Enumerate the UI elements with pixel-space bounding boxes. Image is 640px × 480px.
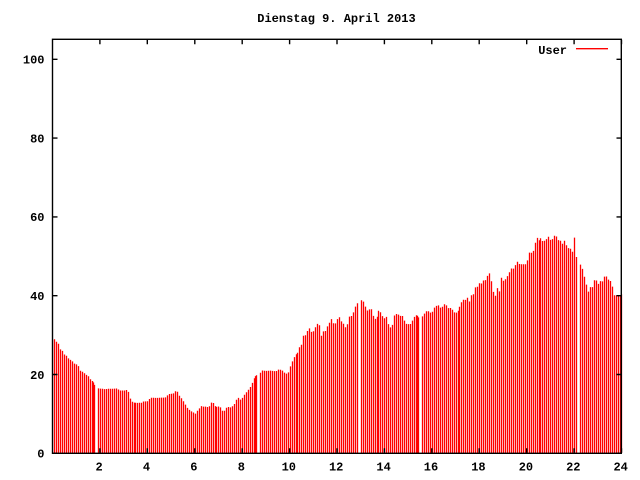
svg-text:0: 0 bbox=[37, 448, 44, 462]
svg-text:8: 8 bbox=[238, 460, 245, 474]
svg-text:22: 22 bbox=[566, 460, 580, 474]
svg-text:18: 18 bbox=[471, 460, 485, 474]
svg-text:Dienstag 9. April 2013: Dienstag 9. April 2013 bbox=[257, 12, 415, 26]
svg-text:16: 16 bbox=[424, 460, 438, 474]
svg-text:80: 80 bbox=[30, 132, 44, 146]
svg-text:20: 20 bbox=[30, 369, 44, 383]
svg-text:14: 14 bbox=[376, 460, 390, 474]
svg-text:User: User bbox=[538, 44, 567, 58]
svg-text:20: 20 bbox=[519, 460, 533, 474]
svg-text:4: 4 bbox=[143, 460, 150, 474]
svg-text:2: 2 bbox=[95, 460, 102, 474]
svg-text:6: 6 bbox=[190, 460, 197, 474]
svg-text:12: 12 bbox=[329, 460, 343, 474]
svg-text:24: 24 bbox=[613, 460, 627, 474]
svg-text:40: 40 bbox=[30, 290, 44, 304]
svg-text:100: 100 bbox=[23, 54, 45, 68]
svg-text:60: 60 bbox=[30, 211, 44, 225]
svg-text:10: 10 bbox=[282, 460, 296, 474]
